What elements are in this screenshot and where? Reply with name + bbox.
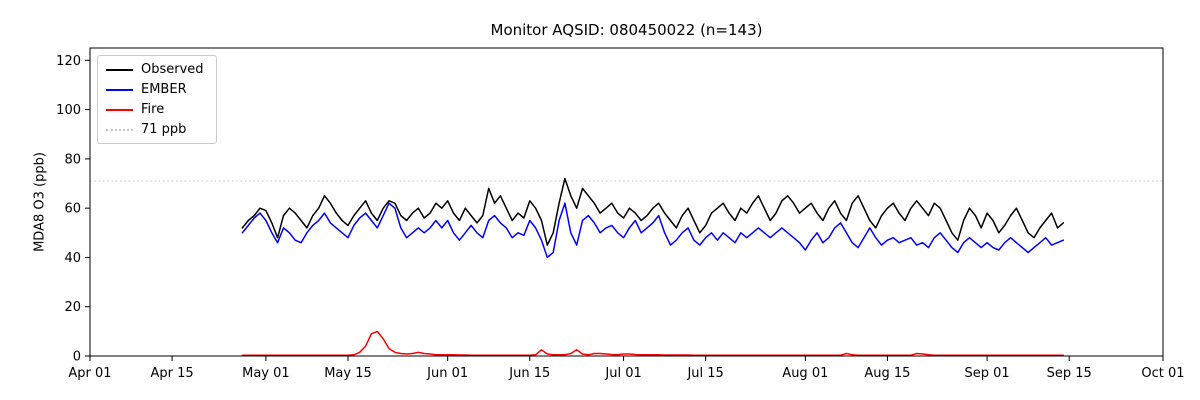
y-tick-label: 80 xyxy=(64,152,81,167)
legend-line-sample xyxy=(106,88,133,91)
y-tick-label: 60 xyxy=(64,202,81,217)
x-tick-label: Apr 15 xyxy=(151,366,194,381)
y-tick-label: 0 xyxy=(73,350,81,365)
x-tick-label: May 01 xyxy=(242,366,290,381)
legend-label: Observed xyxy=(141,62,204,77)
series-line-observed xyxy=(241,177,1065,246)
series-line-fire xyxy=(241,330,1065,357)
series-line-ember xyxy=(241,202,1065,259)
legend-entry: Observed xyxy=(106,62,204,77)
y-tick-label: 120 xyxy=(56,54,81,69)
axes-frame xyxy=(89,47,1164,357)
legend-label: 71 ppb xyxy=(141,122,187,137)
x-tick-label: Jul 15 xyxy=(686,366,723,381)
y-tick-label: 20 xyxy=(64,300,81,315)
x-tick-label: Jun 15 xyxy=(508,366,550,381)
legend-line-sample xyxy=(106,108,133,111)
legend-entry: Fire xyxy=(106,102,204,117)
x-tick-label: Sep 01 xyxy=(965,366,1010,381)
x-tick-label: May 15 xyxy=(324,366,372,381)
legend-line-sample xyxy=(106,68,133,71)
legend-entry: EMBER xyxy=(106,82,204,97)
legend-label: Fire xyxy=(141,102,165,117)
x-tick-label: Aug 15 xyxy=(864,366,910,381)
y-tick-label: 100 xyxy=(56,103,81,118)
chart-title: Monitor AQSID: 080450022 (n=143) xyxy=(490,21,763,39)
x-tick-label: Sep 15 xyxy=(1047,366,1092,381)
legend-label: EMBER xyxy=(141,82,187,97)
legend-entry: 71 ppb xyxy=(106,122,204,137)
y-tick-label: 40 xyxy=(64,251,81,266)
x-tick-label: Oct 01 xyxy=(1141,366,1184,381)
x-tick-label: Jun 01 xyxy=(426,366,468,381)
legend-line-sample xyxy=(106,128,133,131)
x-tick-label: Apr 01 xyxy=(68,366,111,381)
x-tick-label: Aug 01 xyxy=(782,366,828,381)
x-tick-label: Jul 01 xyxy=(604,366,641,381)
legend: Observed EMBER Fire 71 ppb xyxy=(97,55,217,144)
